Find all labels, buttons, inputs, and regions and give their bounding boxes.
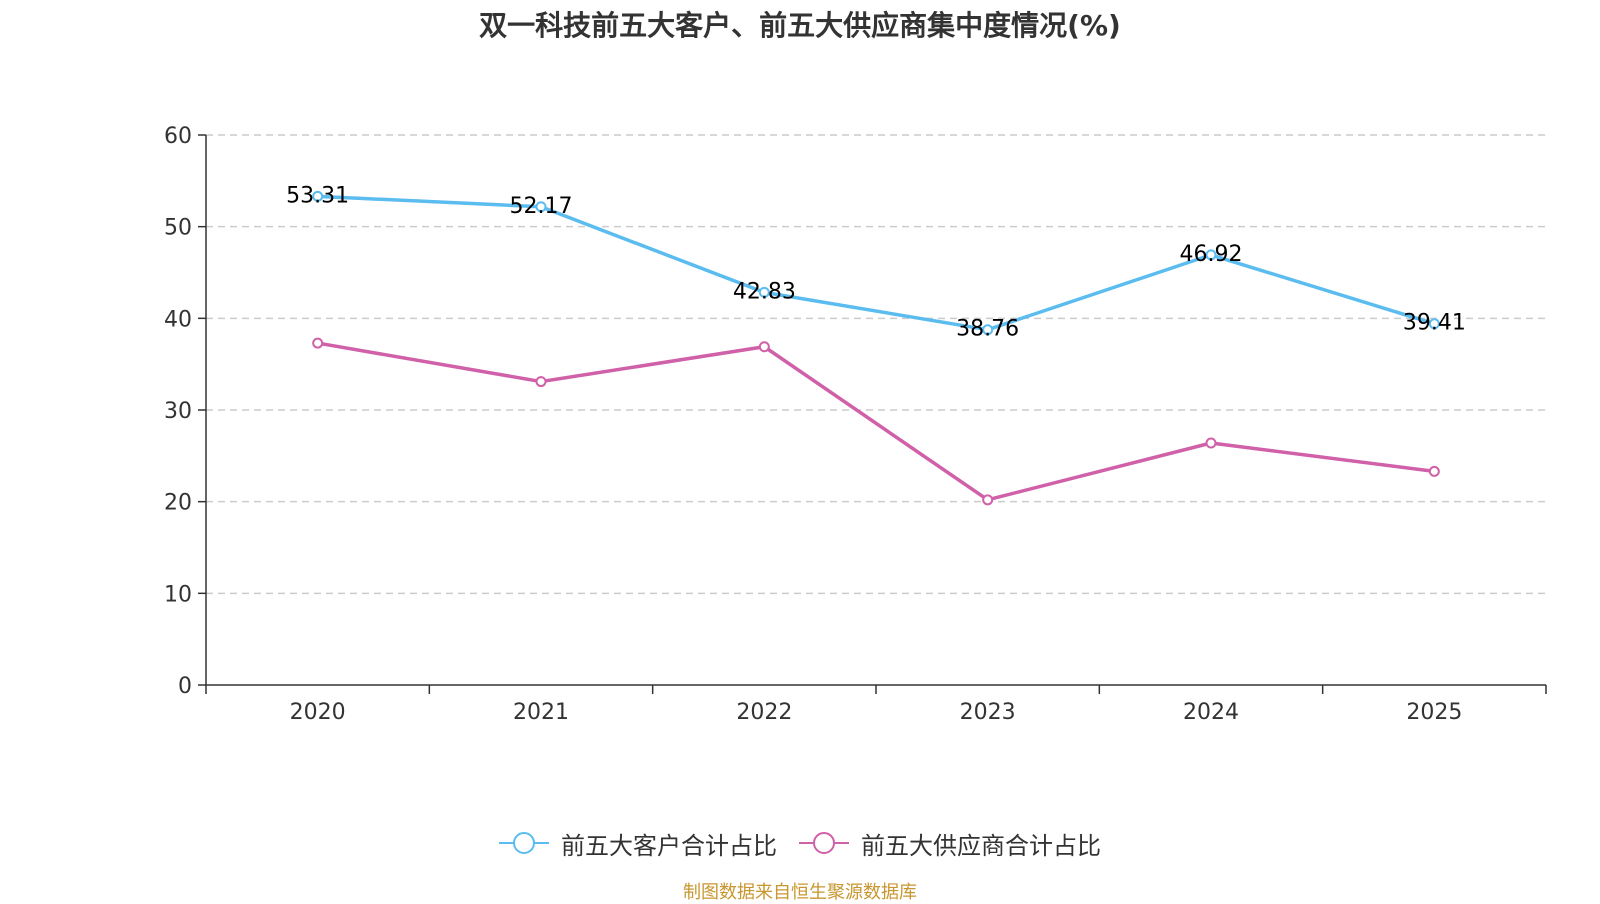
x-tick-label-2022: 2022	[736, 700, 792, 725]
series-0-point-2024	[1205, 249, 1217, 261]
legend-item-suppliers[interactable]: 前五大供应商合计占比	[799, 826, 1101, 861]
series-0-label-2020: 53.31	[286, 183, 349, 208]
series-0-label-2024: 46.92	[1180, 242, 1243, 267]
x-tick-label-2024: 2024	[1183, 700, 1239, 725]
data-source-note: 制图数据来自恒生聚源数据库	[683, 882, 917, 903]
y-tick-label-30: 30	[164, 399, 192, 424]
grid-lines	[206, 134, 1546, 595]
y-tick-label-50: 50	[164, 216, 192, 241]
series-0-point-2025	[1428, 318, 1440, 330]
data-labels: 53.31 52.17 42.83 38.76 46.92 39.41	[286, 183, 1466, 341]
legend: 前五大客户合计占比 前五大供应商合计占比	[0, 826, 1600, 860]
legend-item-customers[interactable]: 前五大客户合计占比	[499, 826, 777, 861]
series-0-label-2025: 39.41	[1403, 311, 1466, 336]
legend-customers-label: 前五大客户合计占比	[561, 831, 777, 860]
series-1-point-2024	[1205, 437, 1217, 449]
legend-customers-icon	[499, 832, 549, 854]
x-tick-label-2021: 2021	[513, 700, 569, 725]
series-1-point-2025	[1428, 465, 1440, 477]
series-1-point-2021	[535, 376, 547, 388]
chart-title: 双一科技前五大客户、前五大供应商集中度情况(%)	[479, 9, 1121, 42]
series-lines	[312, 190, 1440, 506]
legend-suppliers-label: 前五大供应商合计占比	[861, 831, 1101, 860]
x-tick-label-2023: 2023	[960, 700, 1016, 725]
series-0-point-2022	[758, 286, 770, 298]
series-1-point-2020	[312, 337, 324, 349]
series-line-1	[317, 341, 1435, 502]
series-0-label-2023: 38.76	[956, 317, 1019, 342]
series-line-0	[317, 194, 1435, 332]
series-0-point-2021	[535, 201, 547, 213]
series-0-label-2022: 42.83	[733, 279, 796, 304]
x-tick-label-2020: 2020	[290, 700, 346, 725]
y-tick-label-60: 60	[164, 124, 192, 149]
x-tick-label-2025: 2025	[1406, 700, 1462, 725]
y-tick-label-10: 10	[164, 582, 192, 607]
y-tick-label-0: 0	[178, 674, 192, 699]
y-tick-label-40: 40	[164, 307, 192, 332]
series-0-point-2020	[312, 190, 324, 202]
axes: 0 10 20 30 40 50 60 2020 2021 2022 2023 2024 2025	[164, 124, 1547, 725]
series-1-point-2022	[758, 341, 770, 353]
series-0-label-2021: 52.17	[510, 194, 573, 219]
legend-suppliers-icon	[799, 832, 849, 854]
series-0-point-2023	[982, 324, 994, 336]
series-1-point-2023	[982, 494, 994, 506]
y-tick-label-20: 20	[164, 491, 192, 516]
